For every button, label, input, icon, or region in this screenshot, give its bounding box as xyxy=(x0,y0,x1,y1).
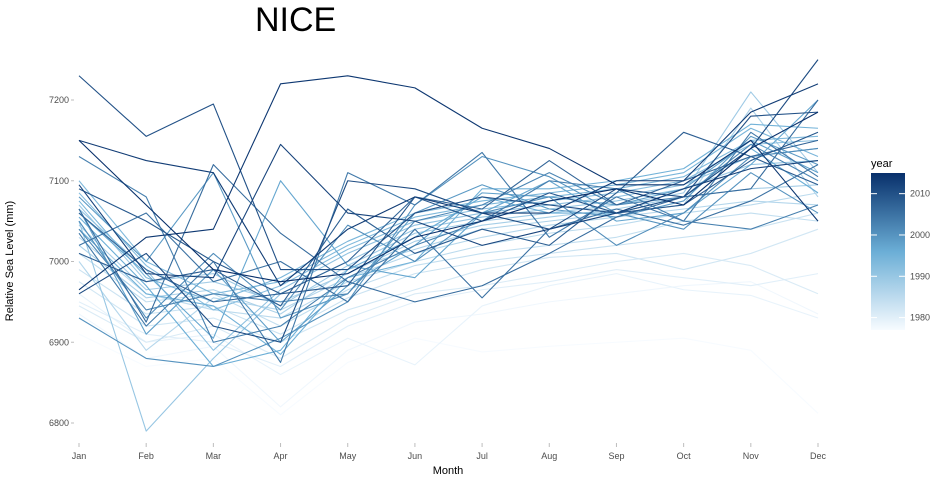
series-line-2004 xyxy=(78,131,819,363)
legend-ticks: 1980 1990 2000 2010 xyxy=(871,189,930,323)
x-axis: Jan Feb Mar Apr May Jun Jul Aug Sep Oct Nov Dec xyxy=(72,443,827,461)
series-line-1998 xyxy=(78,139,819,343)
x-tick-label: Feb xyxy=(138,451,154,461)
series-line-1982 xyxy=(78,228,819,343)
y-tick-label: 6900 xyxy=(49,337,69,347)
legend-tick-label: 1990 xyxy=(910,271,930,281)
y-tick-label: 7200 xyxy=(49,95,69,105)
series-line-1994 xyxy=(78,127,819,303)
series-line-1978 xyxy=(78,281,819,408)
series-line-2005 xyxy=(78,164,819,303)
x-tick-label: Jun xyxy=(408,451,423,461)
x-axis-label: Month xyxy=(433,465,464,477)
x-tick-label: Oct xyxy=(677,451,692,461)
x-tick-label: Apr xyxy=(274,451,288,461)
series-line-2011 xyxy=(78,59,819,343)
series-line-1999 xyxy=(78,135,819,319)
series-line-1993 xyxy=(78,135,819,295)
series-line-2007 xyxy=(78,139,819,303)
chart-title: NICE xyxy=(255,1,336,39)
series-line-1980 xyxy=(78,269,819,368)
x-tick-label: Jan xyxy=(72,451,87,461)
series-line-2012 xyxy=(78,143,819,279)
y-axis: 6800 6900 7000 7100 7200 xyxy=(49,95,74,428)
x-tick-label: Dec xyxy=(810,451,827,461)
x-tick-label: Jul xyxy=(476,451,488,461)
series-lines xyxy=(78,59,819,432)
x-tick-label: Mar xyxy=(206,451,222,461)
series-line-2013 xyxy=(78,83,819,287)
series-line-2001 xyxy=(78,147,819,319)
legend-title: year xyxy=(871,158,893,170)
series-line-1992 xyxy=(78,139,819,311)
series-line-1997 xyxy=(78,99,819,339)
series-line-2014 xyxy=(78,75,819,291)
color-legend: year 1980 1990 2000 2010 xyxy=(871,158,930,330)
legend-tick-label: 2010 xyxy=(910,189,930,199)
y-tick-label: 6800 xyxy=(49,418,69,428)
series-line-1995 xyxy=(78,123,819,355)
series-line-1989 xyxy=(78,91,819,307)
x-tick-label: Sep xyxy=(608,451,624,461)
series-line-2000 xyxy=(78,155,819,368)
series-line-2003 xyxy=(78,156,819,343)
series-line-2009 xyxy=(78,131,819,295)
y-tick-label: 7100 xyxy=(49,176,69,186)
series-line-2015 xyxy=(78,111,819,283)
x-tick-label: Nov xyxy=(743,451,760,461)
legend-tick-label: 2000 xyxy=(910,230,930,240)
series-line-1979 xyxy=(78,273,819,376)
series-line-1977 xyxy=(78,333,819,416)
series-line-2008 xyxy=(78,131,819,307)
x-tick-label: May xyxy=(339,451,357,461)
legend-tick-label: 1980 xyxy=(910,313,930,323)
y-tick-label: 7000 xyxy=(49,257,69,267)
y-axis-label: Relative Sea Level (mm) xyxy=(4,201,16,321)
series-line-1981 xyxy=(78,252,819,359)
x-tick-label: Aug xyxy=(541,451,557,461)
series-line-1990 xyxy=(78,160,819,432)
legend-colorbar xyxy=(871,173,905,330)
